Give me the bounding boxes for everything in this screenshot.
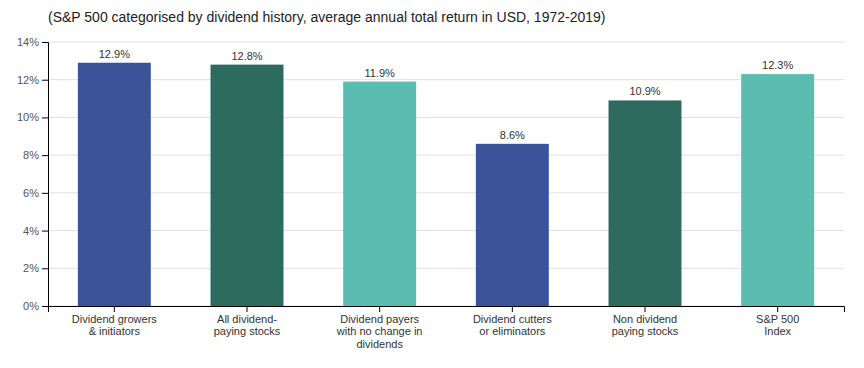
plot: 0% 2% 4% 6% 8% 10% 12% 14% Dividend growers& ini… <box>17 36 845 350</box>
data-label: 10.9% <box>629 85 660 97</box>
data-labels: 12.9% 12.8% 11.9% 8.6% 10.9% 12.3% <box>99 48 794 141</box>
grid-line <box>48 268 844 269</box>
chart: (S&P 500 categorised by dividend history… <box>0 0 864 368</box>
tick: Dividend payerswith no change individend… <box>336 306 423 350</box>
tick-mark <box>645 306 646 312</box>
grid-line <box>48 117 844 118</box>
tick: 2% <box>23 262 48 274</box>
tick-label: 6% <box>23 187 39 199</box>
data-label: 12.3% <box>762 59 793 71</box>
bar <box>741 74 814 306</box>
tick-label: 14% <box>17 36 39 48</box>
data-label: 8.6% <box>500 129 525 141</box>
data-label: 12.8% <box>231 50 262 62</box>
tick-mark <box>777 306 778 312</box>
tick-mark <box>42 231 48 232</box>
tick-label: All dividend-paying stocks <box>214 313 281 338</box>
tick: 10% <box>17 111 48 123</box>
tick: 4% <box>23 225 48 237</box>
tick-label: S&P 500Index <box>756 313 799 338</box>
tick-mark <box>42 80 48 81</box>
axis-line <box>49 307 845 313</box>
bar <box>78 63 151 306</box>
tick: 14% <box>17 36 48 48</box>
tick-label: Non dividendpaying stocks <box>612 313 679 338</box>
bar <box>609 100 682 306</box>
y-axis: 0% 2% 4% 6% 8% 10% 12% 14% <box>17 36 49 312</box>
tick: 6% <box>23 187 48 199</box>
bar <box>343 82 416 306</box>
tick-label: 12% <box>17 74 39 86</box>
data-label: 11.9% <box>364 67 395 79</box>
tick-mark <box>42 42 48 43</box>
tick-label: Dividend growers& initiators <box>72 313 157 338</box>
tick-mark <box>247 306 248 312</box>
title: (S&P 500 categorised by dividend history… <box>48 9 605 25</box>
bars <box>78 63 814 306</box>
bar <box>476 144 549 306</box>
tick-mark <box>114 306 115 312</box>
tick: 0% <box>23 300 48 312</box>
tick: All dividend-paying stocks <box>214 306 281 337</box>
grid-line <box>48 192 844 193</box>
tick-label: Dividend payerswith no change individend… <box>336 313 423 350</box>
tick-mark <box>42 306 48 307</box>
grid <box>48 42 844 306</box>
tick-label: 4% <box>23 225 39 237</box>
tick-mark <box>42 193 48 194</box>
grid-line <box>48 230 844 231</box>
tick-mark <box>42 155 48 156</box>
tick-label: 8% <box>23 149 39 161</box>
tick: 8% <box>23 149 48 161</box>
tick-label: 10% <box>17 111 39 123</box>
grid-line <box>48 79 844 80</box>
tick-label: Dividend cuttersor eliminators <box>473 313 552 338</box>
tick-label: 0% <box>23 300 39 312</box>
tick-mark <box>42 268 48 269</box>
tick-mark <box>512 306 513 312</box>
grid-line <box>48 42 844 43</box>
tick-label: 2% <box>23 262 39 274</box>
bar <box>211 65 284 306</box>
tick: 12% <box>17 74 48 86</box>
tick: Non dividendpaying stocks <box>612 306 679 337</box>
axis-line <box>42 43 49 307</box>
tick: Dividend growers& initiators <box>72 306 157 337</box>
grid-line <box>48 155 844 156</box>
x-axis: Dividend growers& initiators All dividend… <box>49 306 845 350</box>
tick-mark <box>42 117 48 118</box>
tick: Dividend cuttersor eliminators <box>473 306 552 337</box>
tick: S&P 500Index <box>756 306 799 337</box>
data-label: 12.9% <box>99 48 130 60</box>
tick-mark <box>379 306 380 312</box>
